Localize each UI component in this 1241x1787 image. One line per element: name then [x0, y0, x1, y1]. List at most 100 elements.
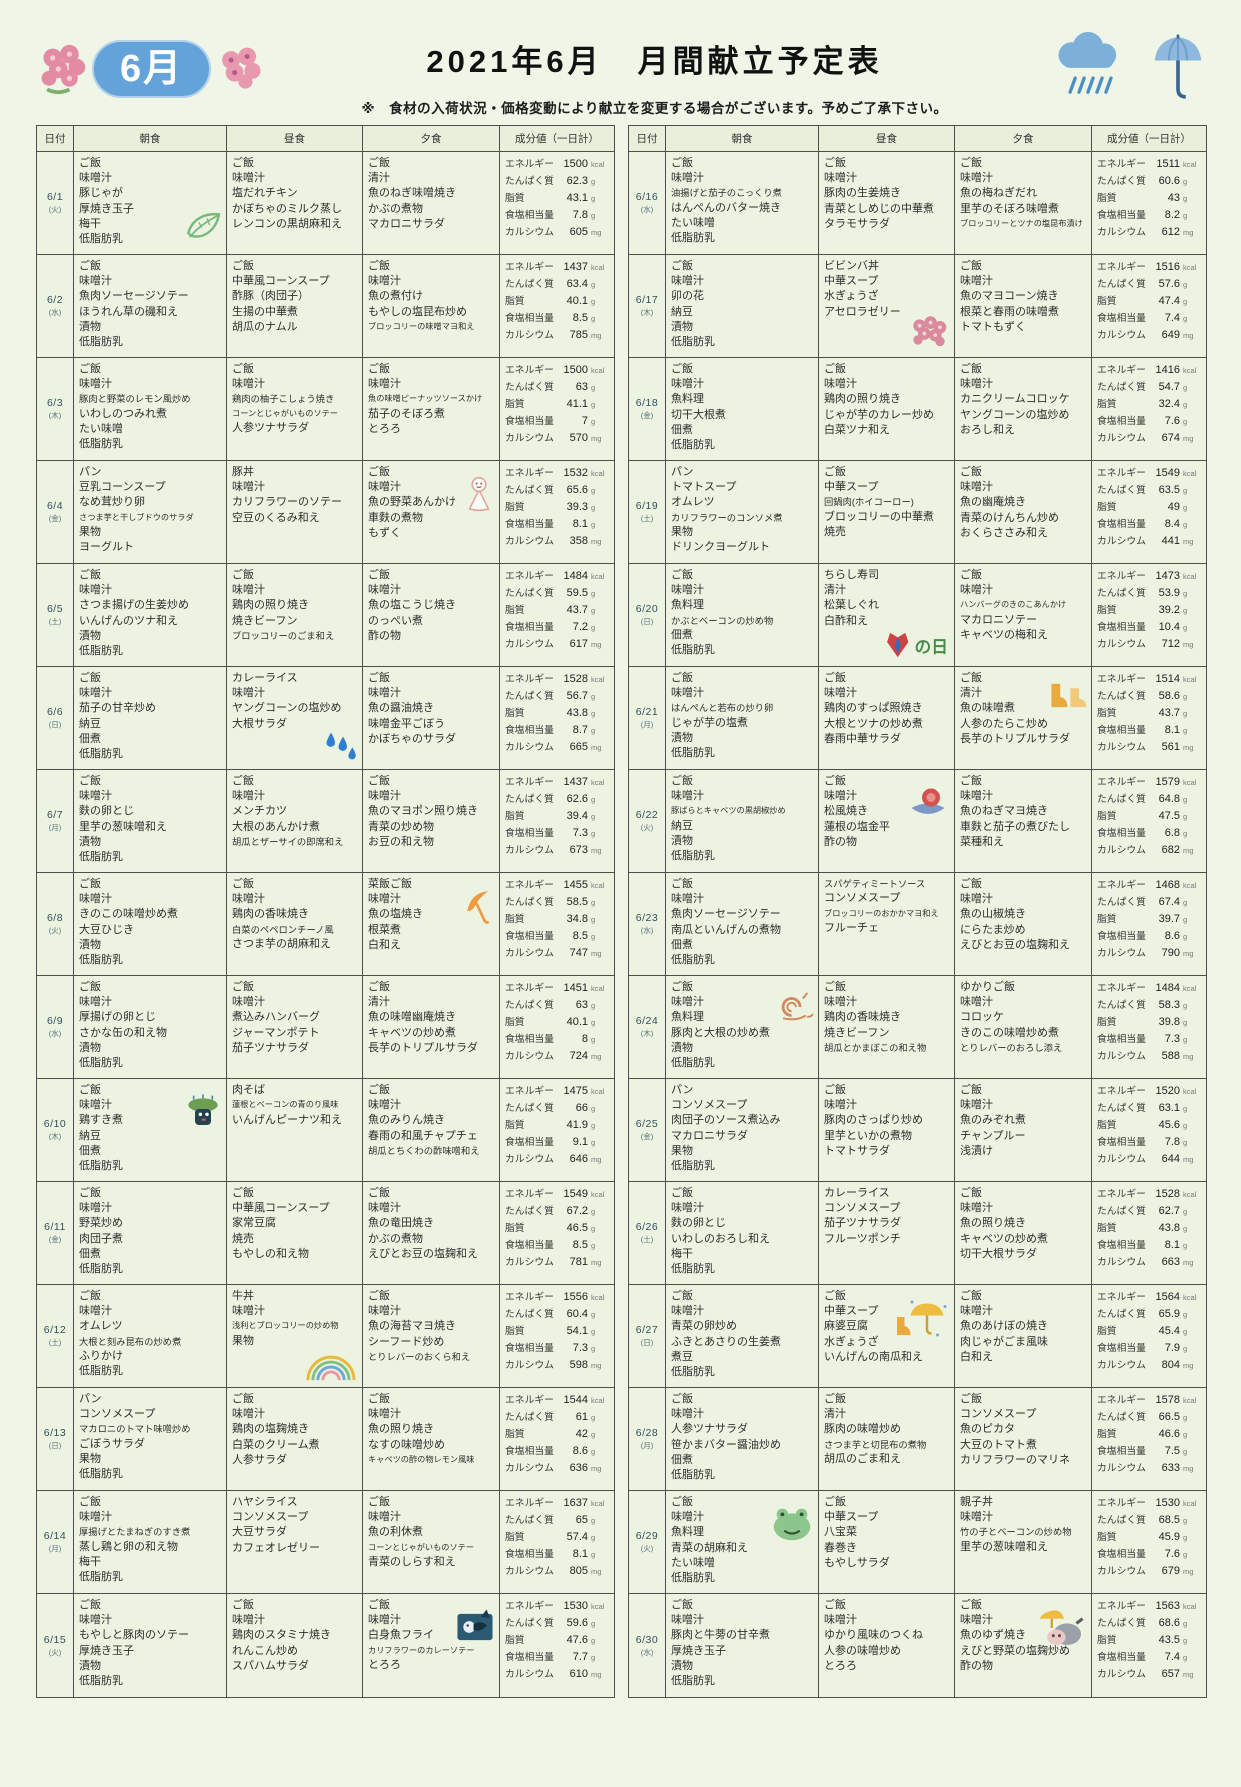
- nutrition-unit: kcal: [591, 1087, 605, 1096]
- nutrition-unit: g: [591, 1549, 596, 1559]
- nutrition-value: 1416: [1155, 364, 1180, 376]
- menu-item: たい味噌: [79, 422, 123, 435]
- nutrition-label: たんぱく質: [1097, 1308, 1146, 1320]
- menu-item: トマトサラダ: [824, 1144, 890, 1157]
- menu-item: 味噌汁: [232, 996, 265, 1009]
- nutrition-line: 食塩相当量 8.4 g: [1097, 516, 1201, 533]
- nutrition-unit: g: [1183, 210, 1188, 220]
- nutrition-line: 脂質 43.5 g: [1097, 1632, 1201, 1649]
- nutrition-value: 64.8: [1158, 792, 1180, 805]
- menu-item: 低脂肪乳: [79, 1365, 123, 1378]
- month-badge-group: 6月: [36, 40, 292, 98]
- date-label: 6/9: [46, 1015, 64, 1027]
- weekday-label: (金): [48, 514, 62, 523]
- nutrition-value: 1528: [1155, 1188, 1180, 1200]
- weekday-label: (土): [640, 514, 654, 523]
- nutrition-line: 脂質 45.6 g: [1097, 1117, 1201, 1134]
- nutrition-unit: mg: [1183, 433, 1194, 443]
- menu-item: もやしと豚肉のソテー: [79, 1629, 189, 1642]
- menu-item: かぼちゃのサラダ: [368, 732, 456, 745]
- menu-item: 厚焼き玉子: [79, 1644, 134, 1657]
- nutrition-unit: mg: [591, 1463, 602, 1473]
- nutrition-value: 636: [569, 1461, 588, 1474]
- menu-item: 中華スープ: [824, 1511, 879, 1524]
- menu-item: ご飯: [960, 1084, 982, 1096]
- menu-item: 親子丼: [960, 1496, 993, 1508]
- menu-item: もやしの和え物: [232, 1247, 309, 1260]
- date-cell: 6/18 (金): [629, 358, 666, 461]
- nutrition-unit: kcal: [591, 1602, 605, 1611]
- menu-item: ご飯: [232, 157, 254, 169]
- dinner-cell: ご飯 味噌汁 白身魚フライ カリフラワーのカレーソテー とろろ: [363, 1594, 500, 1697]
- nutrition-line: エネルギー 1528 kcal: [1097, 1186, 1201, 1203]
- nutrition-line: エネルギー 1514 kcal: [1097, 671, 1201, 688]
- nutrition-label: たんぱく質: [505, 1514, 554, 1526]
- menu-item: 青菜のけんちん炒め: [960, 511, 1059, 524]
- month-badge: 6月: [92, 40, 212, 98]
- nutrition-label: 食塩相当量: [1097, 415, 1146, 427]
- menu-item: 竹の子とベーコンの炒め物: [960, 1527, 1072, 1538]
- nutrition-line: たんぱく質 62.6 g: [505, 791, 609, 808]
- nutrition-line: たんぱく質 65.6 g: [505, 482, 609, 499]
- lunch-cell: ご飯 中華スープ 回鍋肉(ホイコーロー) ブロッコリーの中華煮 焼売: [819, 461, 955, 564]
- menu-item: キャベツの酢の物レモン風味: [368, 1454, 475, 1464]
- nutrition-label: 食塩相当量: [1097, 518, 1146, 530]
- menu-item: ごぼうサラダ: [79, 1437, 145, 1450]
- nutrition-value: 47.4: [1158, 294, 1180, 307]
- nutrition-value: 7.3: [572, 1341, 588, 1354]
- cow-umbrella-icon: [1034, 1608, 1088, 1648]
- menu-item: いんげんの南瓜和え: [824, 1350, 923, 1363]
- menu-item: 生揚の中華煮: [232, 305, 298, 318]
- col-header-lunch: 昼食: [227, 126, 363, 152]
- nutrition-label: 脂質: [1097, 1428, 1117, 1440]
- col-header-nutrition: 成分値（一日計）: [500, 126, 614, 152]
- weather-decorations: [1017, 32, 1207, 107]
- nutrition-label: カルシウム: [505, 947, 554, 959]
- menu-item: もずく: [368, 526, 401, 539]
- nutrition-label: カルシウム: [1097, 1668, 1146, 1680]
- menu-item: 味噌汁: [671, 996, 704, 1009]
- nutrition-value: 43: [1167, 191, 1180, 204]
- menu-row: 6/12 (土) ご飯 味噌汁 オムレツ 大根と刻み昆布の炒め煮 ふりかけ 低脂肪乳 牛丼 味噌汁…: [37, 1285, 614, 1388]
- menu-item: 味噌汁: [79, 1305, 112, 1318]
- weekday-label: (火): [640, 1544, 654, 1553]
- nutrition-label: 脂質: [505, 1119, 525, 1131]
- nutrition-label: エネルギー: [1097, 880, 1146, 891]
- weekday-label: (土): [48, 1338, 62, 1347]
- nutrition-unit: g: [591, 193, 596, 203]
- dinner-cell: ご飯 味噌汁 魚の醤油焼き 味噌金平ごぼう かぼちゃのサラダ: [363, 667, 500, 770]
- menu-row: 6/10 (木) ご飯 味噌汁 鶏すき煮 納豆 佃煮 低脂肪乳 肉そば 蓮根とベーコンの青のり風味…: [37, 1079, 614, 1182]
- menu-item: 味噌汁: [671, 584, 704, 597]
- nutrition-cell: エネルギー 1455 kcal たんぱく質 58.5 g 脂質 34.8 g 食塩相当量 8.5 g カ…: [500, 873, 614, 976]
- nutrition-value: 570: [569, 431, 588, 444]
- menu-item: 味噌汁: [79, 1511, 112, 1524]
- menu-item: ご飯: [671, 260, 693, 272]
- menu-item: 白菜のペペロンチーノ風: [232, 924, 334, 935]
- nutrition-line: エネルギー 1530 kcal: [505, 1598, 609, 1615]
- nutrition-line: たんぱく質 64.8 g: [1097, 791, 1201, 808]
- nutrition-line: エネルギー 1549 kcal: [1097, 465, 1201, 482]
- menu-row: 6/13 (日) パン コンソメスープ マカロニのトマト味噌炒め ごぼうサラダ 果物 低脂肪乳…: [37, 1388, 614, 1491]
- leaf-icon: [183, 209, 223, 249]
- nutrition-cell: エネルギー 1528 kcal たんぱく質 56.7 g 脂質 43.8 g 食塩相当量 8.7 g カ…: [500, 667, 614, 770]
- nutrition-unit: g: [1183, 897, 1188, 907]
- nutrition-unit: g: [1183, 1240, 1188, 1250]
- nutrition-line: 脂質 54.1 g: [505, 1323, 609, 1340]
- nutrition-unit: g: [1183, 1343, 1188, 1353]
- nutrition-line: たんぱく質 63 g: [505, 379, 609, 396]
- weekday-label: (木): [640, 1029, 654, 1038]
- nutrition-value: 7.5: [1164, 1444, 1180, 1457]
- menu-item: 魚の味噌幽庵焼き: [368, 1011, 456, 1024]
- nutrition-value: 7.9: [1164, 1341, 1180, 1354]
- menu-item: 浅漬け: [960, 1144, 993, 1157]
- menu-item: 味噌汁: [79, 790, 112, 803]
- menu-item: 味噌汁: [368, 687, 401, 700]
- nutrition-unit: g: [1183, 1309, 1188, 1319]
- menu-item: 豚肉と牛蒡の甘辛煮: [671, 1629, 770, 1642]
- lunch-cell: 豚丼 味噌汁 カリフラワーのソテー 空豆のくるみ和え: [227, 461, 363, 564]
- breakfast-cell: パン コンソメスープ マカロニのトマト味噌炒め ごぼうサラダ 果物 低脂肪乳: [74, 1388, 227, 1491]
- menu-item: いんげんピーナツ和え: [232, 1113, 342, 1126]
- nutrition-value: 8: [581, 1032, 588, 1045]
- menu-item: 味噌汁: [671, 1408, 704, 1421]
- nutrition-line: たんぱく質 57.6 g: [1097, 276, 1201, 293]
